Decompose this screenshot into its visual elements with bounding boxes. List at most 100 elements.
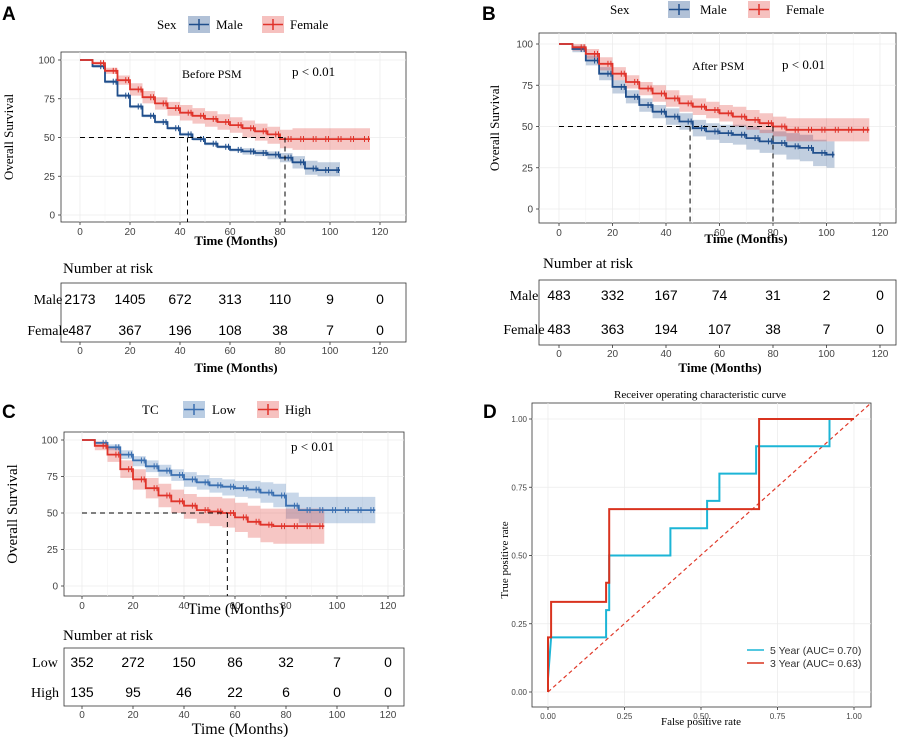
legend-label-female-a: Female — [290, 17, 328, 32]
survival-curve — [82, 439, 325, 527]
legend-title-a: Sex — [157, 17, 177, 32]
risk-x-title-a: Time (Months) — [194, 360, 277, 375]
risk-row-label: High — [31, 686, 59, 701]
risk-count: 7 — [823, 321, 831, 337]
risk-count: 1405 — [114, 291, 145, 307]
risk-count: 367 — [118, 322, 142, 338]
risk-x-tick-label: 120 — [372, 346, 389, 357]
legend-label-female-b: Female — [786, 2, 824, 17]
roc-y-tick-label: 0.75 — [511, 483, 527, 492]
pvalue-c: p < 0.01 — [291, 439, 334, 454]
risk-count: 167 — [654, 287, 678, 303]
risk-count: 483 — [547, 287, 571, 303]
risk-count: 332 — [601, 287, 625, 303]
risk-x-tick-label: 20 — [124, 346, 136, 357]
roc-x-tick-label: 1.00 — [846, 712, 862, 721]
risk-count: 483 — [547, 321, 571, 337]
y-tick-label: 100 — [41, 436, 58, 447]
x-tick-label: 80 — [767, 228, 779, 239]
x-axis-title-a: Time (Months) — [194, 233, 277, 248]
risk-count: 0 — [876, 287, 884, 303]
roc-diagonal — [547, 402, 872, 693]
roc-curve — [547, 418, 854, 692]
risk-count: 2 — [823, 287, 831, 303]
y-axis-title-b: Overall Survival — [487, 84, 502, 171]
confidence-band — [82, 440, 376, 524]
roc-legend: 5 Year (AUC= 0.70) 3 Year (AUC= 0.63) — [747, 645, 861, 670]
risk-count: 0 — [333, 684, 341, 700]
km-plot-b: 0 20 40 60 80 100 120 0 25 50 75 100 — [516, 32, 897, 239]
risk-count: 196 — [168, 322, 192, 338]
y-tick-label: 0 — [49, 211, 55, 222]
roc-x-tick-label: 0.75 — [770, 712, 786, 721]
risk-count: 38 — [272, 322, 288, 338]
y-tick-label: 0 — [527, 205, 533, 216]
x-tick-label: 60 — [224, 227, 236, 238]
x-tick-label: 80 — [274, 227, 286, 238]
risk-table-frame — [538, 279, 897, 346]
risk-count: 86 — [227, 654, 243, 670]
risk-x-tick-label: 60 — [224, 346, 236, 357]
risk-count: 7 — [333, 654, 341, 670]
risk-count: 38 — [765, 321, 781, 337]
roc-legend-label-3yr: 3 Year (AUC= 0.63) — [770, 658, 861, 670]
roc-curve — [547, 418, 854, 692]
risk-x-tick-label: 0 — [77, 346, 83, 357]
risk-table-frame — [60, 282, 407, 343]
confidence-band — [82, 440, 325, 544]
risk-row-label: Low — [32, 656, 59, 671]
roc-y-tick-label: 1.00 — [511, 415, 527, 424]
y-tick-label: 50 — [522, 122, 534, 133]
y-tick-label: 25 — [522, 163, 534, 174]
risk-count: 0 — [376, 291, 384, 307]
risk-count: 7 — [326, 322, 334, 338]
y-tick-label: 0 — [52, 582, 58, 593]
risk-x-tick-label: 40 — [178, 710, 190, 721]
risk-count: 272 — [121, 654, 145, 670]
risk-x-tick-label: 60 — [714, 349, 726, 360]
legend-a: Sex Male Female — [157, 16, 328, 33]
risk-count: 9 — [326, 291, 334, 307]
confidence-band — [559, 44, 835, 168]
risk-count: 352 — [70, 654, 94, 670]
panel-letter-d: D — [483, 402, 497, 423]
y-tick-label: 75 — [522, 81, 534, 92]
roc-y-tick-label: 0.25 — [511, 620, 527, 629]
risk-x-tick-label: 80 — [280, 710, 292, 721]
roc-y-title: True positive rate — [499, 521, 511, 598]
x-axis-title-b: Time (Months) — [704, 231, 787, 246]
y-tick-label: 75 — [47, 472, 59, 483]
legend-label-low-c: Low — [212, 402, 236, 417]
risk-count: 74 — [712, 287, 728, 303]
risk-x-tick-label: 20 — [607, 349, 619, 360]
x-tick-label: 20 — [127, 601, 139, 612]
x-tick-label: 20 — [124, 227, 136, 238]
x-tick-label: 20 — [607, 228, 619, 239]
risk-x-tick-label: 40 — [174, 346, 186, 357]
risk-count: 108 — [218, 322, 242, 338]
y-tick-label: 75 — [44, 94, 56, 105]
risk-x-tick-label: 120 — [872, 349, 889, 360]
risk-count: 0 — [384, 654, 392, 670]
panel-letter-c: C — [2, 402, 16, 423]
risk-title-c: Number at risk — [63, 628, 153, 644]
risk-x-tick-label: 100 — [322, 346, 339, 357]
legend-label-male-b: Male — [700, 2, 727, 17]
risk-count: 672 — [168, 291, 192, 307]
y-tick-label: 50 — [47, 509, 59, 520]
risk-title-a: Number at risk — [63, 261, 153, 277]
roc-legend-label-5yr: 5 Year (AUC= 0.70) — [770, 645, 861, 657]
x-tick-label: 40 — [174, 227, 186, 238]
risk-count: 194 — [654, 321, 678, 337]
risk-count: 487 — [68, 322, 92, 338]
legend-label-male-a: Male — [216, 17, 243, 32]
risk-x-tick-label: 0 — [556, 349, 562, 360]
risk-count: 2173 — [64, 291, 95, 307]
risk-count: 0 — [876, 321, 884, 337]
panel-d: Receiver operating characteristic curve … — [499, 389, 872, 728]
risk-count: 46 — [176, 684, 192, 700]
